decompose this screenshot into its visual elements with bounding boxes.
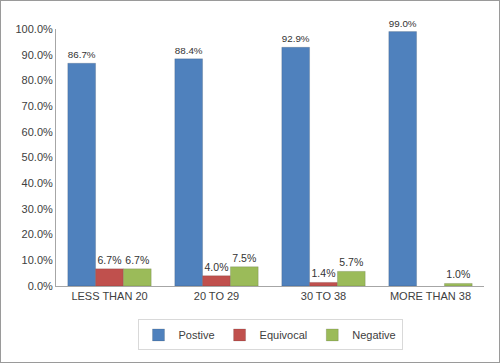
svg-text:LESS THAN 20: LESS THAN 20 [71, 290, 147, 302]
svg-text:Negative: Negative [352, 329, 395, 341]
svg-text:4.0%: 4.0% [205, 261, 229, 273]
svg-text:7.5%: 7.5% [232, 252, 256, 264]
svg-text:30 TO 38: 30 TO 38 [301, 290, 346, 302]
svg-text:88.4%: 88.4% [175, 45, 203, 56]
svg-text:MORE THAN 38: MORE THAN 38 [390, 290, 471, 302]
svg-text:86.7%: 86.7% [68, 49, 96, 60]
svg-text:Equivocal: Equivocal [260, 329, 308, 341]
svg-text:100.0%: 100.0% [15, 23, 53, 35]
svg-text:80.0%: 80.0% [22, 74, 53, 86]
svg-text:20.0%: 20.0% [22, 228, 53, 240]
svg-text:60.0%: 60.0% [22, 126, 53, 138]
svg-text:6.7%: 6.7% [98, 254, 122, 266]
svg-text:1.0%: 1.0% [446, 268, 470, 280]
svg-text:92.9%: 92.9% [282, 33, 310, 44]
svg-text:5.7%: 5.7% [339, 256, 363, 268]
svg-text:99.0%: 99.0% [389, 18, 417, 29]
svg-text:1.4%: 1.4% [312, 267, 336, 279]
svg-text:50.0%: 50.0% [22, 151, 53, 163]
svg-text:20 TO 29: 20 TO 29 [194, 290, 239, 302]
svg-text:6.7%: 6.7% [125, 254, 149, 266]
svg-text:90.0%: 90.0% [22, 49, 53, 61]
svg-text:Postive: Postive [179, 329, 215, 341]
svg-text:0.0%: 0.0% [28, 280, 53, 292]
svg-text:40.0%: 40.0% [22, 177, 53, 189]
svg-text:10.0%: 10.0% [22, 254, 53, 266]
svg-text:30.0%: 30.0% [22, 203, 53, 215]
svg-text:70.0%: 70.0% [22, 100, 53, 112]
